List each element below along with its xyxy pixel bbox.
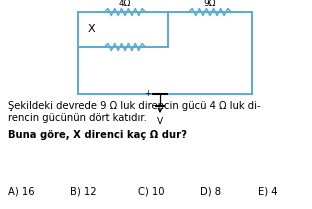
Text: V: V bbox=[157, 117, 163, 126]
Text: A) 16: A) 16 bbox=[8, 187, 35, 197]
Text: D) 8: D) 8 bbox=[200, 187, 221, 197]
Text: Buna göre, X direnci kaç Ω dur?: Buna göre, X direnci kaç Ω dur? bbox=[8, 130, 187, 140]
Text: 9Ω: 9Ω bbox=[204, 0, 216, 8]
Text: C) 10: C) 10 bbox=[138, 187, 164, 197]
Text: E) 4: E) 4 bbox=[258, 187, 277, 197]
Text: +: + bbox=[144, 89, 151, 98]
Text: B) 12: B) 12 bbox=[70, 187, 97, 197]
Text: Şekildeki devrede 9 Ω luk direncin gücü 4 Ω luk di-: Şekildeki devrede 9 Ω luk direncin gücü … bbox=[8, 101, 261, 111]
Text: X: X bbox=[88, 24, 95, 34]
Text: 4Ω: 4Ω bbox=[119, 0, 131, 8]
Text: rencin gücünün dört katıdır.: rencin gücünün dört katıdır. bbox=[8, 113, 147, 123]
